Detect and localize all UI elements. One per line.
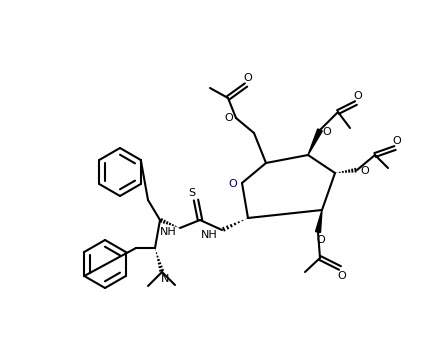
Text: N: N xyxy=(160,274,169,284)
Text: O: O xyxy=(224,113,233,123)
Text: O: O xyxy=(243,73,252,83)
Text: O: O xyxy=(360,166,369,176)
Text: NH: NH xyxy=(160,227,177,237)
Text: O: O xyxy=(392,136,400,146)
Text: O: O xyxy=(353,91,362,101)
Text: O: O xyxy=(337,271,346,281)
Text: S: S xyxy=(188,188,195,198)
Text: O: O xyxy=(322,127,331,137)
Text: O: O xyxy=(228,179,237,189)
Text: O: O xyxy=(316,235,325,245)
Polygon shape xyxy=(307,129,322,155)
Polygon shape xyxy=(315,210,321,232)
Text: NH: NH xyxy=(201,230,218,240)
